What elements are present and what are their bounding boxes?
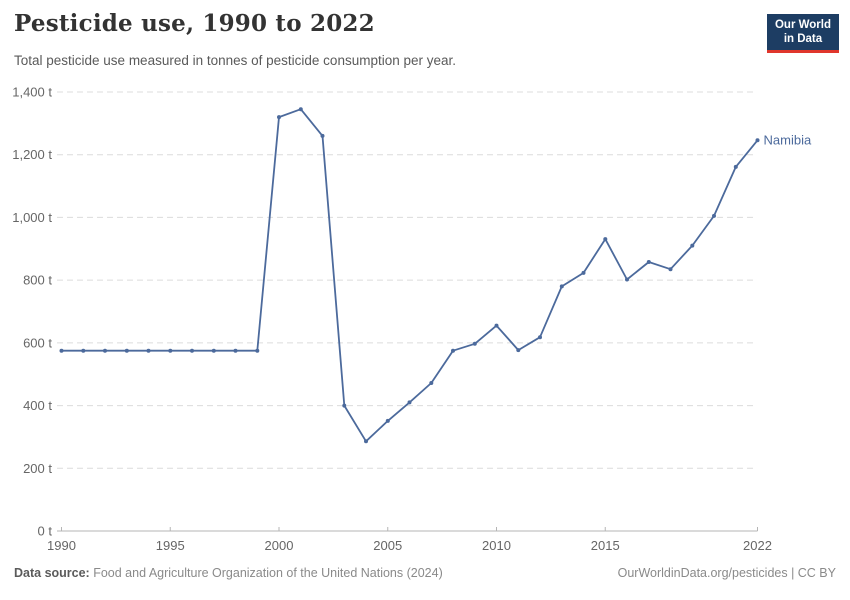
data-point[interactable] (190, 348, 194, 353)
data-point[interactable] (146, 348, 151, 353)
data-point[interactable] (407, 400, 412, 405)
y-tick-label: 1,200 t (12, 147, 52, 162)
data-point[interactable] (342, 403, 347, 408)
data-source-label: Data source: (14, 566, 90, 580)
page-title: Pesticide use, 1990 to 2022 (14, 10, 375, 37)
data-source-value: Food and Agriculture Organization of the… (93, 566, 443, 580)
gridlines (57, 91, 756, 469)
x-axis-labels: 1990 1995 2000 2005 2010 2015 2022 (47, 538, 772, 553)
data-point[interactable] (233, 348, 238, 353)
x-tick-label: 2010 (482, 538, 511, 553)
data-point[interactable] (385, 418, 390, 423)
y-tick-label: 1,000 t (12, 210, 52, 225)
logo-text-line2: in Data (783, 33, 823, 46)
y-tick-label: 0 t (38, 524, 53, 539)
x-tick-label: 2005 (373, 538, 402, 553)
data-point[interactable] (451, 348, 455, 353)
data-point[interactable] (81, 348, 86, 353)
logo-text-line1: Our World (774, 19, 831, 31)
data-point[interactable] (690, 243, 695, 248)
line-chart-svg[interactable]: 0 t 200 t 400 t 600 t 800 t 1,000 t 1,200 t 1,4… (0, 80, 850, 555)
data-point[interactable] (168, 348, 173, 353)
data-point[interactable] (211, 348, 216, 353)
data-point[interactable] (581, 270, 586, 275)
data-point[interactable] (277, 115, 281, 120)
x-tick-label: 2015 (591, 538, 620, 553)
x-axis (57, 527, 758, 532)
y-tick-label: 400 t (23, 398, 52, 413)
data-point[interactable] (494, 323, 499, 328)
x-tick-label: 1990 (47, 538, 76, 553)
data-point[interactable] (625, 277, 629, 282)
data-point[interactable] (124, 348, 129, 353)
data-point[interactable] (59, 348, 64, 353)
y-tick-label: 200 t (23, 461, 52, 476)
x-tick-label: 2000 (265, 538, 294, 553)
y-tick-label: 800 t (23, 273, 52, 288)
data-point[interactable] (668, 267, 673, 272)
data-point[interactable] (755, 138, 760, 143)
data-point[interactable] (364, 439, 368, 444)
footer-credit[interactable]: OurWorldinData.org/pesticides | CC BY (617, 566, 836, 580)
series-line[interactable] (60, 108, 759, 443)
data-point[interactable] (712, 213, 716, 218)
data-point[interactable] (255, 348, 260, 353)
data-point[interactable] (733, 164, 738, 169)
series-end-label[interactable]: Namibia (764, 132, 812, 147)
data-point[interactable] (646, 260, 651, 264)
data-point[interactable] (603, 237, 608, 242)
page-footer: Data source: Food and Agriculture Organi… (14, 566, 836, 580)
data-point[interactable] (298, 107, 303, 112)
footer-data-source: Data source: Food and Agriculture Organi… (14, 566, 443, 580)
data-point[interactable] (103, 348, 107, 353)
y-tick-label: 1,400 t (12, 85, 52, 100)
owid-logo[interactable]: Our World in Data (766, 14, 839, 53)
data-point[interactable] (559, 284, 564, 289)
data-point[interactable] (429, 381, 434, 385)
y-tick-label: 600 t (23, 335, 52, 350)
data-point[interactable] (320, 133, 325, 138)
data-point[interactable] (538, 335, 542, 340)
y-axis-labels: 0 t 200 t 400 t 600 t 800 t 1,000 t 1,200 t 1,4… (12, 85, 52, 539)
x-tick-label: 1995 (156, 538, 185, 553)
data-point[interactable] (516, 348, 521, 353)
series-points (59, 107, 760, 444)
line-chart[interactable]: 0 t 200 t 400 t 600 t 800 t 1,000 t 1,200 t 1,4… (0, 80, 850, 555)
x-tick-label: 2022 (743, 538, 772, 553)
chart-subtitle: Total pesticide use measured in tonnes o… (14, 53, 457, 68)
data-point[interactable] (472, 341, 477, 346)
